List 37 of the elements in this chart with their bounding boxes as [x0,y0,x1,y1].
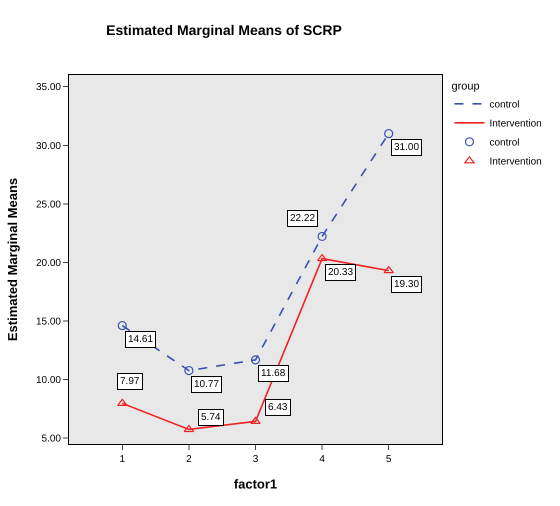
x-tick-label: 2 [186,454,192,465]
y-tick-label: 25.00 [36,199,62,210]
x-axis-title: factor1 [234,476,278,492]
y-tick-label: 30.00 [36,140,62,152]
point [316,254,328,262]
legend-label: control [489,100,520,111]
legend-title: group [451,80,480,92]
x-tick-label: 1 [120,454,126,465]
y-axis-title: Estimated Marginal Means [4,178,20,342]
data-label: 11.68 [261,368,286,379]
point [118,320,127,330]
point [184,424,194,432]
y-tick-label: 15.00 [36,316,62,328]
data-label: 10.77 [194,379,220,390]
data-label: 20.33 [328,267,354,278]
y-tick-label: 35.00 [36,82,62,94]
x-tick-label: 3 [252,454,259,465]
y-tick-label: 20.00 [36,258,62,269]
data-label: 5.74 [201,412,221,423]
x-tick-label: 5 [386,454,392,465]
y-tick-label: 5.00 [42,434,62,445]
data-label: 19.30 [394,279,420,290]
data-label: 14.61 [128,334,154,345]
point [384,128,394,138]
data-label: 31.00 [394,142,420,153]
point [250,355,260,364]
point [318,232,327,242]
legend-label: Intervention [489,118,542,130]
data-label: 6.43 [268,402,288,413]
legend-label: Intervention [489,156,542,168]
legend-label: control [489,138,520,149]
y-tick-label: 10.00 [36,375,62,386]
x-tick-label: 4 [319,454,326,465]
point [184,366,194,376]
chart-title: Estimated Marginal Means of SCRP [106,22,342,38]
data-label: 22.22 [290,213,316,224]
data-label: 7.97 [120,376,140,387]
